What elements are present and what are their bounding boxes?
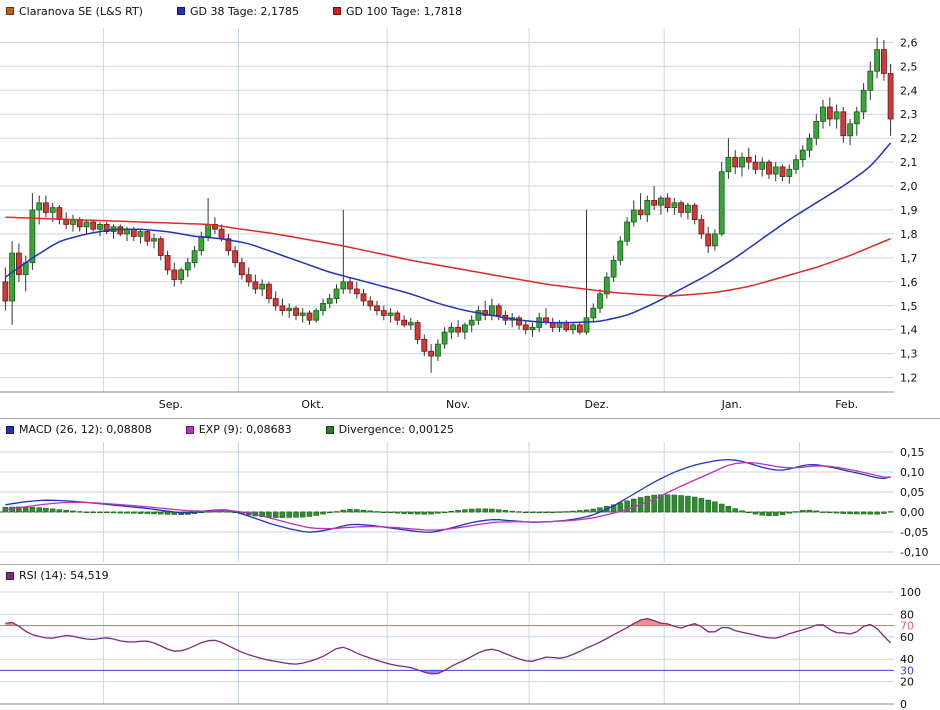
- legend-item-rsi: RSI (14): 54,519: [6, 569, 109, 582]
- svg-text:1,4: 1,4: [900, 324, 918, 337]
- svg-text:-0,05: -0,05: [900, 526, 928, 539]
- svg-text:60: 60: [900, 631, 914, 644]
- svg-text:2,3: 2,3: [900, 108, 918, 121]
- gd38-swatch-icon: [176, 7, 185, 15]
- svg-text:Nov.: Nov.: [446, 398, 470, 411]
- rsi-swatch-icon: [6, 571, 14, 580]
- rsi-legend: RSI (14): 54,519: [0, 564, 940, 586]
- svg-text:2,1: 2,1: [900, 156, 918, 169]
- legend-item-gd100: GD 100 Tage: 1,7818: [333, 5, 462, 18]
- svg-text:Jan.: Jan.: [721, 398, 742, 411]
- svg-text:0,00: 0,00: [900, 506, 925, 519]
- price-candlestick-chart: 2,6 2,5 2,4 2,3 2,2 2,1 2,0 1,9 1,8 1,7 1,6 1,5 1,4 1…: [0, 22, 940, 418]
- gd100-swatch-icon: [333, 7, 342, 15]
- svg-text:0,05: 0,05: [900, 486, 925, 499]
- gd100-label: GD 100 Tage: 1,7818: [346, 4, 463, 18]
- legend-item-divergence: Divergence: 0,00125: [325, 423, 454, 436]
- svg-text:1,7: 1,7: [900, 252, 918, 265]
- svg-text:2,0: 2,0: [900, 180, 918, 193]
- macd-label: MACD (26, 12): 0,08808: [19, 423, 152, 436]
- svg-text:40: 40: [900, 653, 914, 666]
- svg-text:0,15: 0,15: [900, 446, 925, 459]
- svg-text:1,2: 1,2: [900, 372, 918, 385]
- svg-text:1,8: 1,8: [900, 228, 918, 241]
- svg-text:0: 0: [900, 698, 907, 710]
- svg-text:70: 70: [900, 620, 914, 633]
- legend-item-instrument: Claranova SE (L&S RT): [6, 5, 143, 18]
- macd-indicator-chart: 0,15 0,10 0,05 0,00 -0,05 -0,10: [0, 440, 940, 564]
- svg-text:2,5: 2,5: [900, 60, 918, 73]
- divergence-label: Divergence: 0,00125: [338, 423, 454, 436]
- svg-text:Okt.: Okt.: [301, 398, 324, 411]
- svg-text:1,9: 1,9: [900, 204, 918, 217]
- gd38-label: GD 38 Tage: 2,1785: [189, 4, 300, 18]
- svg-text:2,2: 2,2: [900, 132, 918, 145]
- rsi-label: RSI (14): 54,519: [19, 569, 109, 582]
- svg-text:2,4: 2,4: [900, 84, 918, 97]
- svg-text:20: 20: [900, 676, 914, 689]
- svg-text:Feb.: Feb.: [835, 398, 858, 411]
- macd-legend: MACD (26, 12): 0,08808 EXP (9): 0,08683 …: [0, 418, 940, 440]
- macd-swatch-icon: [6, 425, 14, 434]
- svg-text:0,10: 0,10: [900, 466, 925, 479]
- svg-text:80: 80: [900, 608, 914, 621]
- svg-text:Dez.: Dez.: [584, 398, 609, 411]
- rsi-indicator-chart: 100 80 60 40 20 0 70 30: [0, 586, 940, 710]
- svg-text:1,5: 1,5: [900, 300, 918, 313]
- legend-item-macd: MACD (26, 12): 0,08808: [6, 423, 152, 436]
- legend-item-gd38: GD 38 Tage: 2,1785: [176, 4, 300, 18]
- svg-text:1,6: 1,6: [900, 276, 918, 289]
- svg-text:Sep.: Sep.: [159, 398, 183, 411]
- price-legend: Claranova SE (L&S RT) GD 38 Tage: 2,1785…: [0, 0, 940, 22]
- instrument-name: Claranova SE (L&S RT): [19, 4, 143, 18]
- legend-item-exp: EXP (9): 0,08683: [185, 423, 292, 436]
- exp-label: EXP (9): 0,08683: [198, 423, 292, 436]
- divergence-swatch-icon: [325, 425, 334, 434]
- svg-text:1,3: 1,3: [900, 348, 918, 361]
- svg-text:30: 30: [900, 664, 914, 677]
- svg-text:100: 100: [900, 586, 921, 599]
- instrument-swatch-icon: [6, 7, 14, 15]
- svg-text:-0,10: -0,10: [900, 546, 928, 559]
- svg-text:2,6: 2,6: [900, 36, 918, 49]
- exp-swatch-icon: [185, 425, 194, 434]
